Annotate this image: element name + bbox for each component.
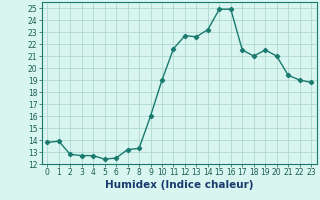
X-axis label: Humidex (Indice chaleur): Humidex (Indice chaleur) — [105, 180, 253, 190]
